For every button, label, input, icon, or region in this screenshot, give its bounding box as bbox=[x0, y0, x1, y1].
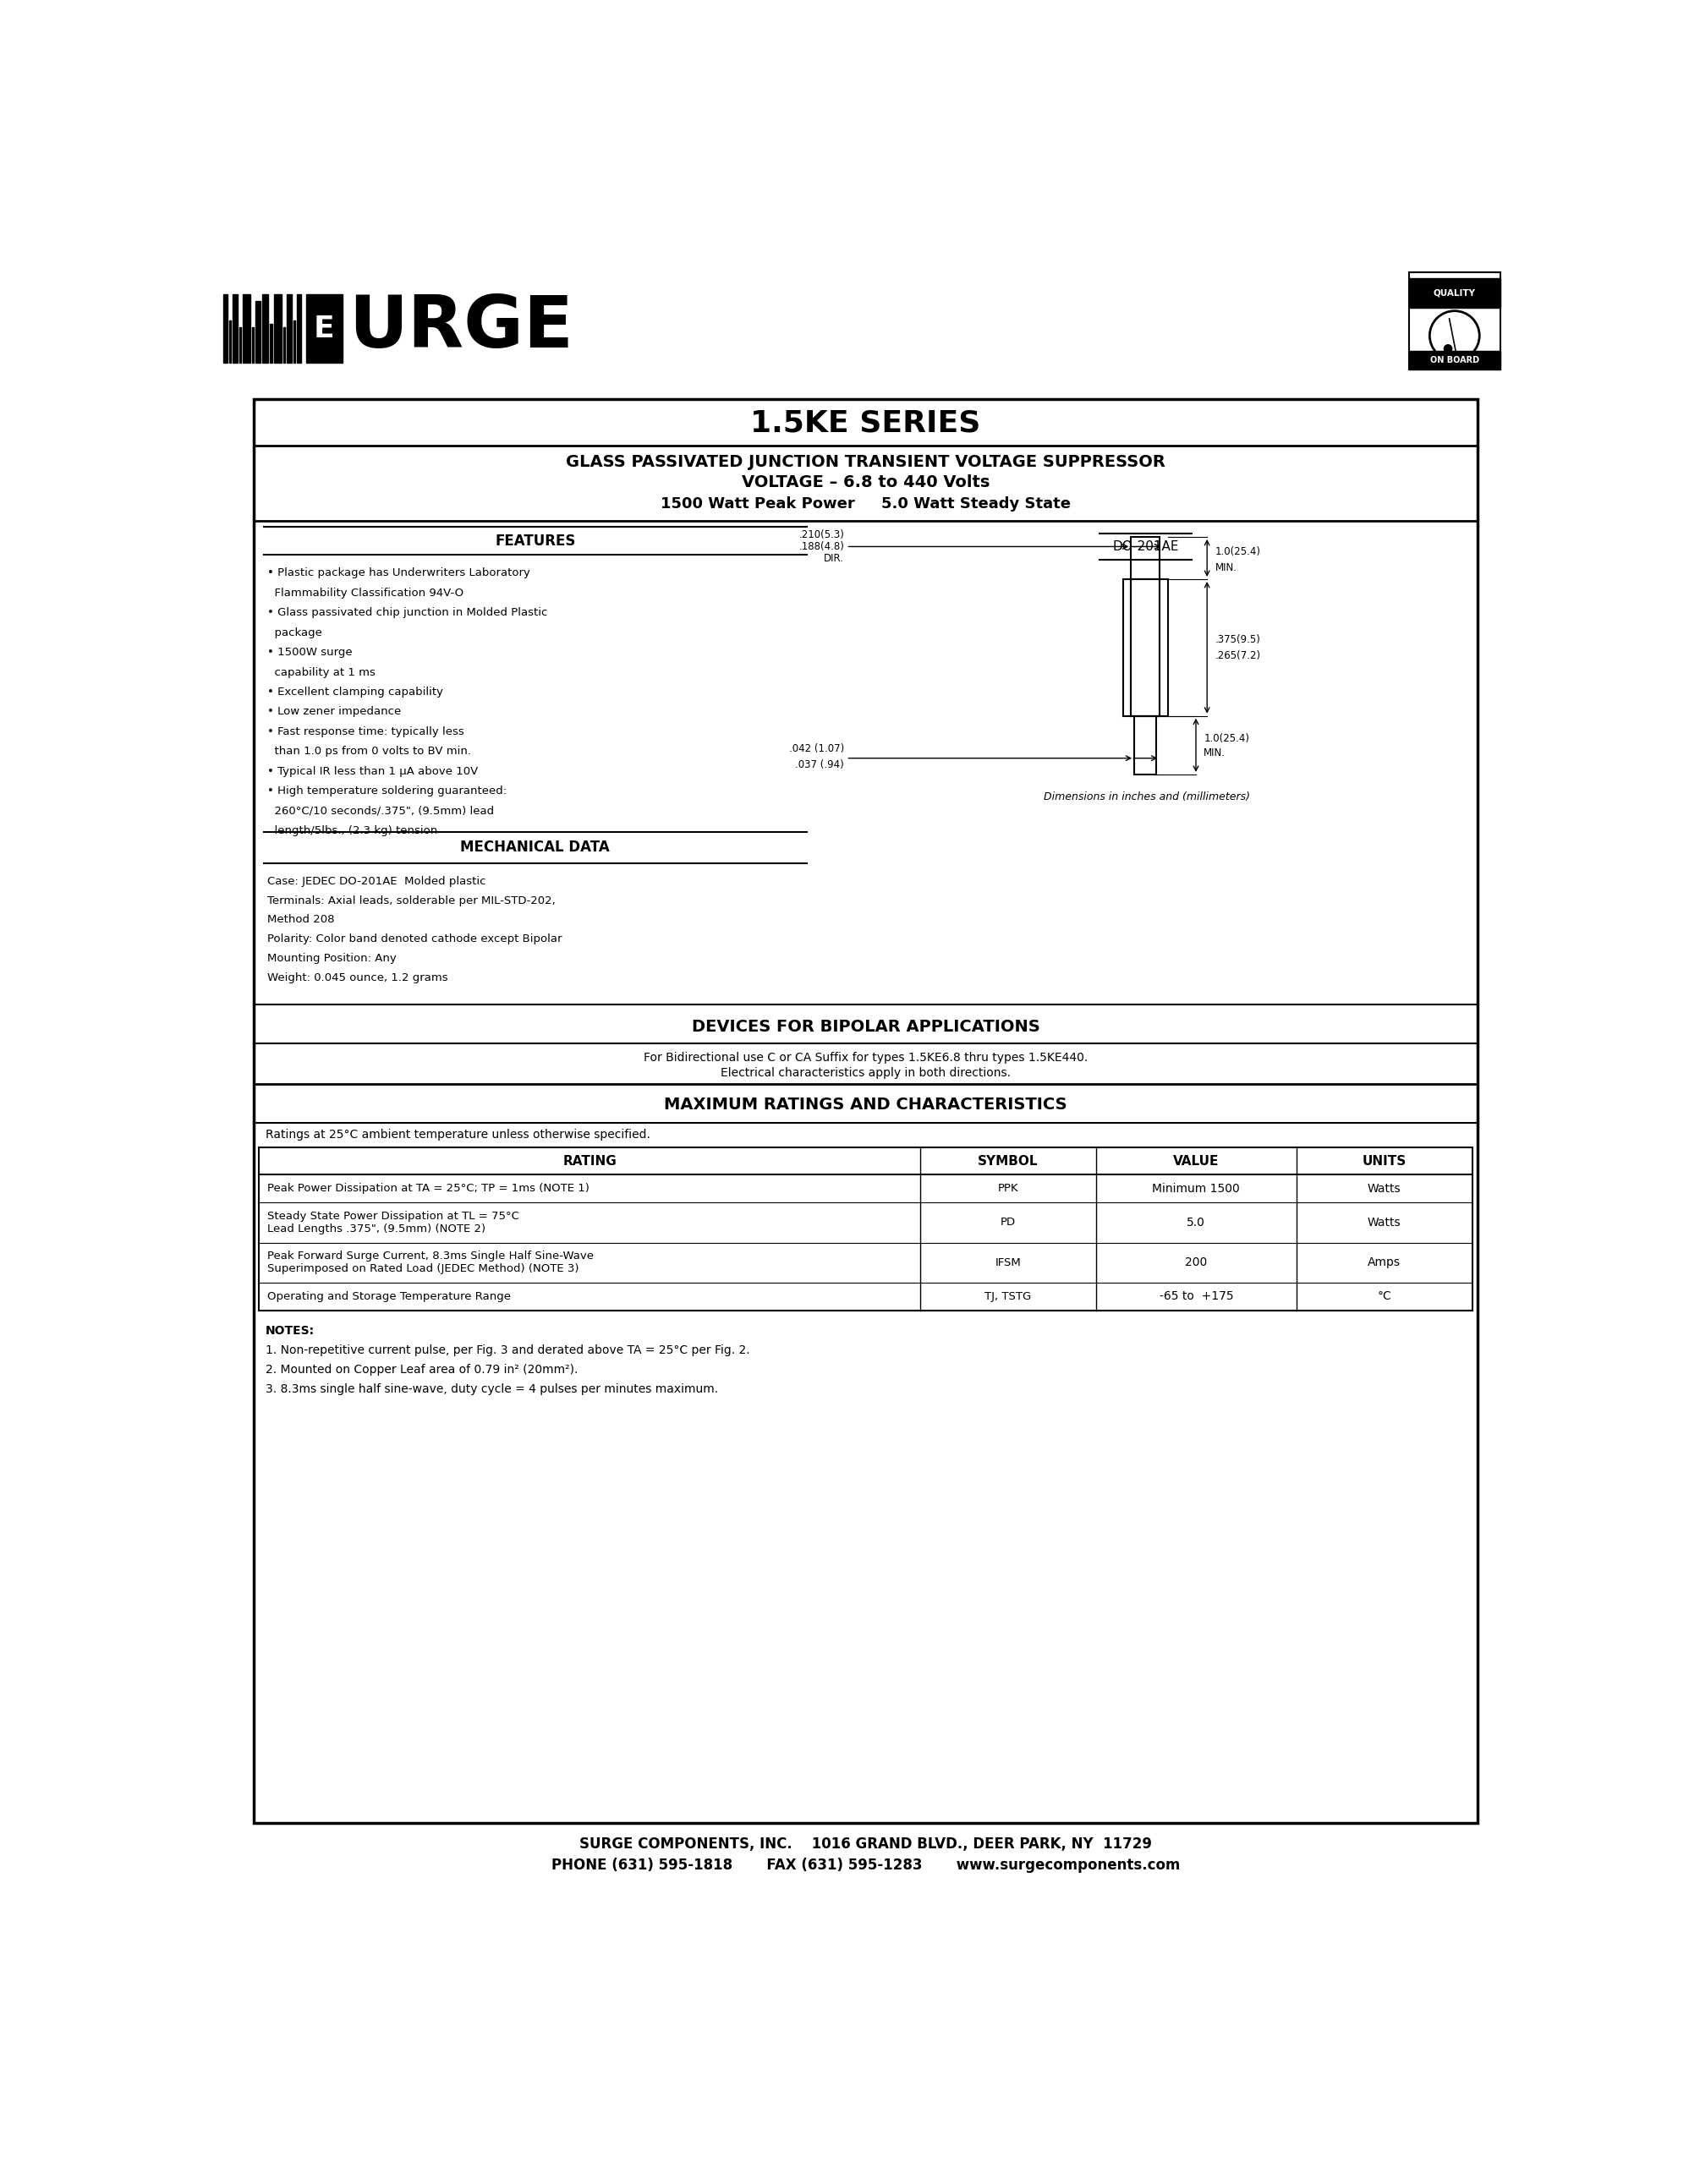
Bar bbox=[1132, 579, 1160, 716]
Text: Flammability Classification 94V-O: Flammability Classification 94V-O bbox=[267, 587, 463, 598]
Text: For Bidirectional use C or CA Suffix for types 1.5KE6.8 thru types 1.5KE440.: For Bidirectional use C or CA Suffix for… bbox=[644, 1053, 1088, 1064]
Text: Minimum 1500: Minimum 1500 bbox=[1152, 1182, 1240, 1195]
Bar bbox=[253, 400, 1478, 1824]
Bar bbox=[255, 301, 260, 363]
Text: VALUE: VALUE bbox=[1174, 1155, 1219, 1168]
Text: UNITS: UNITS bbox=[1363, 1155, 1407, 1168]
Bar bbox=[297, 295, 301, 363]
Bar bbox=[270, 323, 272, 363]
Text: VOLTAGE – 6.8 to 440 Volts: VOLTAGE – 6.8 to 440 Volts bbox=[741, 474, 990, 491]
Text: than 1.0 ps from 0 volts to BV min.: than 1.0 ps from 0 volts to BV min. bbox=[267, 747, 471, 758]
Text: QUALITY: QUALITY bbox=[1434, 288, 1476, 297]
Text: Peak Power Dissipation at TA = 25°C; TP = 1ms (NOTE 1): Peak Power Dissipation at TA = 25°C; TP … bbox=[267, 1184, 589, 1195]
Text: FEATURES: FEATURES bbox=[495, 533, 576, 548]
Text: • Typical IR less than 1 μA above 10V: • Typical IR less than 1 μA above 10V bbox=[267, 767, 478, 778]
Text: • Low zener impedance: • Low zener impedance bbox=[267, 705, 400, 716]
Text: 1.0(25.4): 1.0(25.4) bbox=[1204, 734, 1250, 745]
Bar bbox=[262, 295, 269, 363]
Text: .265(7.2): .265(7.2) bbox=[1214, 651, 1260, 662]
Text: • Excellent clamping capability: • Excellent clamping capability bbox=[267, 686, 443, 697]
Bar bbox=[274, 295, 282, 363]
Bar bbox=[230, 321, 231, 363]
Text: Watts: Watts bbox=[1368, 1216, 1402, 1227]
Text: 1. Non-repetitive current pulse, per Fig. 3 and derated above TA = 25°C per Fig.: 1. Non-repetitive current pulse, per Fig… bbox=[265, 1343, 750, 1356]
Text: Peak Forward Surge Current, 8.3ms Single Half Sine-Wave
Superimposed on Rated Lo: Peak Forward Surge Current, 8.3ms Single… bbox=[267, 1251, 593, 1275]
Text: DIR.: DIR. bbox=[824, 553, 844, 563]
Text: Polarity: Color band denoted cathode except Bipolar: Polarity: Color band denoted cathode exc… bbox=[267, 933, 561, 946]
Bar bbox=[287, 295, 292, 363]
Text: Watts: Watts bbox=[1368, 1182, 1402, 1195]
Bar bbox=[284, 328, 285, 363]
Text: Mounting Position: Any: Mounting Position: Any bbox=[267, 952, 395, 963]
Text: .375(9.5): .375(9.5) bbox=[1214, 633, 1260, 644]
Text: 2. Mounted on Copper Leaf area of 0.79 in² (20mm²).: 2. Mounted on Copper Leaf area of 0.79 i… bbox=[265, 1363, 578, 1376]
Text: 1.0(25.4): 1.0(25.4) bbox=[1214, 546, 1260, 557]
Text: 5.0: 5.0 bbox=[1187, 1216, 1206, 1227]
Text: • High temperature soldering guaranteed:: • High temperature soldering guaranteed: bbox=[267, 786, 507, 797]
Text: Ratings at 25°C ambient temperature unless otherwise specified.: Ratings at 25°C ambient temperature unle… bbox=[265, 1129, 650, 1140]
Text: Method 208: Method 208 bbox=[267, 915, 334, 926]
Bar bbox=[223, 295, 228, 363]
Text: E: E bbox=[314, 314, 334, 343]
Text: DEVICES FOR BIPOLAR APPLICATIONS: DEVICES FOR BIPOLAR APPLICATIONS bbox=[691, 1020, 1040, 1035]
Text: IFSM: IFSM bbox=[995, 1258, 1022, 1269]
Text: SURGE COMPONENTS, INC.    1016 GRAND BLVD., DEER PARK, NY  11729: SURGE COMPONENTS, INC. 1016 GRAND BLVD.,… bbox=[579, 1837, 1152, 1852]
Text: TJ, TSTG: TJ, TSTG bbox=[985, 1291, 1032, 1302]
Text: 1.5KE SERIES: 1.5KE SERIES bbox=[750, 408, 981, 437]
Text: Case: JEDEC DO-201AE  Molded plastic: Case: JEDEC DO-201AE Molded plastic bbox=[267, 876, 485, 887]
Bar bbox=[294, 321, 296, 363]
Text: Operating and Storage Temperature Range: Operating and Storage Temperature Range bbox=[267, 1291, 510, 1302]
Text: • Glass passivated chip junction in Molded Plastic: • Glass passivated chip junction in Mold… bbox=[267, 607, 547, 618]
Text: RATING: RATING bbox=[562, 1155, 616, 1168]
Text: NOTES:: NOTES: bbox=[265, 1326, 314, 1337]
Text: .210(5.3): .210(5.3) bbox=[799, 529, 844, 539]
Text: SYMBOL: SYMBOL bbox=[978, 1155, 1039, 1168]
Text: • 1500W surge: • 1500W surge bbox=[267, 646, 351, 657]
Text: °C: °C bbox=[1377, 1291, 1392, 1302]
Bar bbox=[1409, 277, 1500, 308]
Text: .037 (.94): .037 (.94) bbox=[796, 760, 844, 771]
Text: DO-201AE: DO-201AE bbox=[1113, 539, 1179, 553]
Bar bbox=[243, 295, 250, 363]
Text: ON BOARD: ON BOARD bbox=[1431, 356, 1480, 365]
Text: -65 to  +175: -65 to +175 bbox=[1159, 1291, 1233, 1302]
Text: Dimensions in inches and (millimeters): Dimensions in inches and (millimeters) bbox=[1044, 793, 1250, 804]
Bar bbox=[233, 295, 238, 363]
Text: GLASS PASSIVATED JUNCTION TRANSIENT VOLTAGE SUPPRESSOR: GLASS PASSIVATED JUNCTION TRANSIENT VOLT… bbox=[566, 454, 1165, 470]
Text: MIN.: MIN. bbox=[1214, 561, 1236, 572]
Text: PD: PD bbox=[1000, 1216, 1015, 1227]
Text: .042 (1.07): .042 (1.07) bbox=[789, 743, 844, 753]
Text: Terminals: Axial leads, solderable per MIL-STD-202,: Terminals: Axial leads, solderable per M… bbox=[267, 895, 556, 906]
Text: length/5lbs., (2.3 kg) tension: length/5lbs., (2.3 kg) tension bbox=[267, 826, 437, 836]
Text: • Fast response time: typically less: • Fast response time: typically less bbox=[267, 727, 464, 738]
Text: 200: 200 bbox=[1186, 1256, 1208, 1269]
Bar bbox=[1409, 352, 1500, 369]
Text: capability at 1 ms: capability at 1 ms bbox=[267, 666, 375, 677]
Text: 3. 8.3ms single half sine-wave, duty cycle = 4 pulses per minutes maximum.: 3. 8.3ms single half sine-wave, duty cyc… bbox=[265, 1382, 718, 1396]
Bar bbox=[258, 1147, 1473, 1310]
Text: Weight: 0.045 ounce, 1.2 grams: Weight: 0.045 ounce, 1.2 grams bbox=[267, 972, 448, 983]
Circle shape bbox=[1444, 345, 1453, 352]
Bar bbox=[306, 295, 343, 363]
Text: • Plastic package has Underwriters Laboratory: • Plastic package has Underwriters Labor… bbox=[267, 568, 530, 579]
Text: MIN.: MIN. bbox=[1204, 747, 1226, 758]
Text: PPK: PPK bbox=[998, 1184, 1018, 1195]
Bar bbox=[238, 328, 242, 363]
Text: 1500 Watt Peak Power     5.0 Watt Steady State: 1500 Watt Peak Power 5.0 Watt Steady Sta… bbox=[660, 496, 1071, 511]
Text: 260°C/10 seconds/.375", (9.5mm) lead: 260°C/10 seconds/.375", (9.5mm) lead bbox=[267, 806, 493, 817]
Text: .188(4.8): .188(4.8) bbox=[799, 542, 844, 553]
Text: MAXIMUM RATINGS AND CHARACTERISTICS: MAXIMUM RATINGS AND CHARACTERISTICS bbox=[664, 1096, 1067, 1112]
Text: PHONE (631) 595-1818       FAX (631) 595-1283       www.surgecomponents.com: PHONE (631) 595-1818 FAX (631) 595-1283 … bbox=[551, 1859, 1181, 1874]
Text: Amps: Amps bbox=[1368, 1256, 1400, 1269]
Text: URGE: URGE bbox=[348, 293, 574, 363]
Text: package: package bbox=[267, 627, 321, 638]
Bar bbox=[252, 328, 253, 363]
Text: Steady State Power Dissipation at TL = 75°C
Lead Lengths .375", (9.5mm) (NOTE 2): Steady State Power Dissipation at TL = 7… bbox=[267, 1210, 519, 1234]
Bar bbox=[1409, 271, 1500, 369]
Text: MECHANICAL DATA: MECHANICAL DATA bbox=[461, 841, 610, 854]
Text: Electrical characteristics apply in both directions.: Electrical characteristics apply in both… bbox=[721, 1066, 1010, 1079]
